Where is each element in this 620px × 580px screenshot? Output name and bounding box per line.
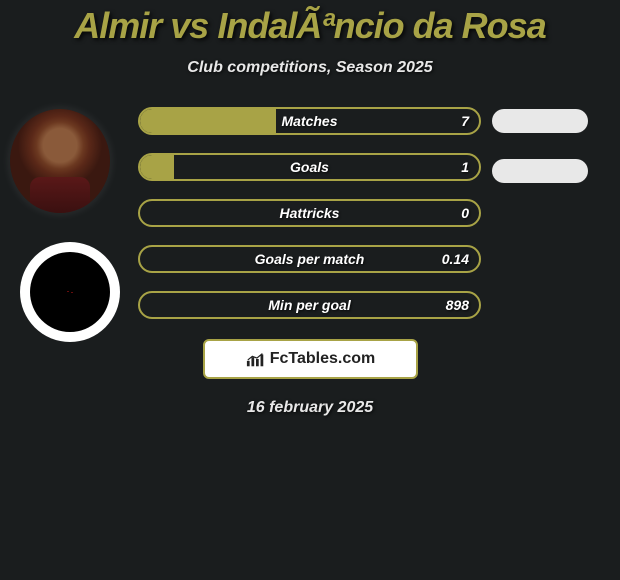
- stats-area: Matches7Goals1Hattricks0Goals per match0…: [0, 107, 620, 347]
- stat-bar-value: 0: [461, 201, 469, 225]
- stat-bar-label: Hattricks: [140, 201, 479, 225]
- stat-bar-label: Goals per match: [140, 247, 479, 271]
- stat-bar-row: Hattricks0: [138, 199, 481, 227]
- player-photo-image: [10, 109, 110, 213]
- stat-bar-value: 7: [461, 109, 469, 133]
- club-logo-graphic: [30, 252, 110, 332]
- stat-bar-label: Min per goal: [140, 293, 479, 317]
- stat-bar-row: Matches7: [138, 107, 481, 135]
- stat-bar-label: Matches: [140, 109, 479, 133]
- comparison-card: Almir vs IndalÃªncio da Rosa Club compet…: [0, 0, 620, 347]
- stat-pill-right: [492, 159, 588, 183]
- player-photo-left: [10, 109, 110, 213]
- stat-bar-label: Goals: [140, 155, 479, 179]
- fctables-text: FcTables.com: [270, 350, 376, 368]
- stat-bar-row: Goals per match0.14: [138, 245, 481, 273]
- stat-bar-value: 898: [446, 293, 469, 317]
- stat-pill-right: [492, 109, 588, 133]
- stat-bar-value: 0.14: [442, 247, 469, 271]
- card-title: Almir vs IndalÃªncio da Rosa: [0, 5, 620, 47]
- card-subtitle: Club competitions, Season 2025: [0, 59, 620, 77]
- card-date: 16 february 2025: [0, 399, 620, 417]
- stat-bar-row: Min per goal898: [138, 291, 481, 319]
- fctables-badge[interactable]: FcTables.com: [203, 339, 418, 379]
- fctables-chart-icon: [246, 351, 266, 367]
- club-logo-left: [20, 242, 120, 342]
- stat-bar-row: Goals1: [138, 153, 481, 181]
- stat-bar-value: 1: [461, 155, 469, 179]
